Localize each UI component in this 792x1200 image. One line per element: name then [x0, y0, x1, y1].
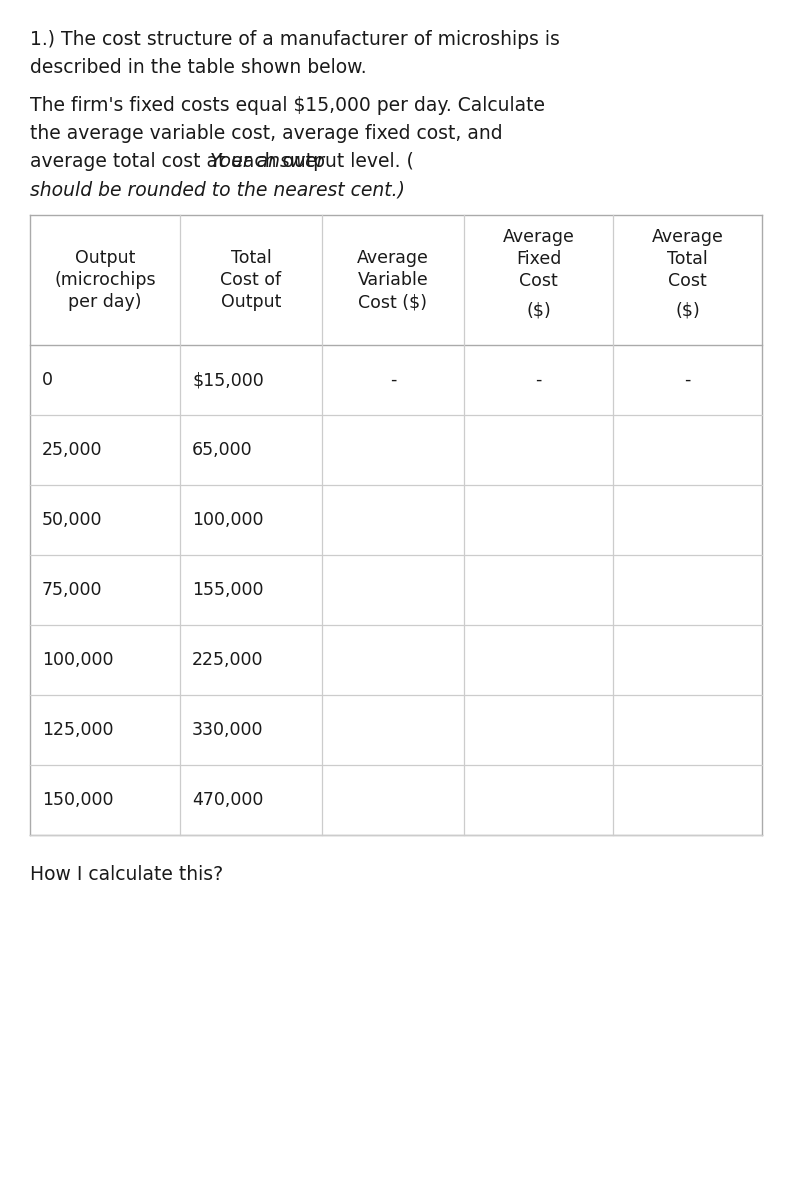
Text: 50,000: 50,000 — [42, 511, 102, 529]
Text: Output: Output — [221, 293, 281, 311]
Text: should be rounded to the nearest cent.): should be rounded to the nearest cent.) — [30, 180, 405, 199]
Text: 100,000: 100,000 — [42, 650, 113, 670]
Text: Total: Total — [230, 248, 272, 266]
Text: Variable: Variable — [358, 271, 428, 289]
Text: Total: Total — [667, 250, 708, 268]
Text: Cost: Cost — [668, 272, 707, 290]
Text: -: - — [684, 371, 691, 389]
Text: per day): per day) — [68, 293, 142, 311]
Text: Your answer: Your answer — [210, 152, 325, 170]
Text: described in the table shown below.: described in the table shown below. — [30, 58, 367, 77]
Text: 100,000: 100,000 — [192, 511, 264, 529]
Text: Output: Output — [74, 248, 135, 266]
Text: 125,000: 125,000 — [42, 721, 113, 739]
Text: 330,000: 330,000 — [192, 721, 264, 739]
Text: -: - — [390, 371, 396, 389]
Text: ($): ($) — [675, 302, 700, 320]
Text: Fixed: Fixed — [516, 250, 562, 268]
Text: -: - — [535, 371, 542, 389]
Text: Average: Average — [652, 228, 723, 246]
Text: The firm's fixed costs equal $15,000 per day. Calculate: The firm's fixed costs equal $15,000 per… — [30, 96, 545, 115]
Text: 0: 0 — [42, 371, 53, 389]
Text: 155,000: 155,000 — [192, 581, 264, 599]
Text: 470,000: 470,000 — [192, 791, 264, 809]
Text: 25,000: 25,000 — [42, 440, 102, 458]
Text: Average: Average — [357, 248, 429, 266]
Text: How I calculate this?: How I calculate this? — [30, 865, 223, 884]
Text: 1.) The cost structure of a manufacturer of microships is: 1.) The cost structure of a manufacturer… — [30, 30, 560, 49]
Text: ($): ($) — [526, 302, 551, 320]
Text: Cost ($): Cost ($) — [359, 293, 428, 311]
Text: $15,000: $15,000 — [192, 371, 264, 389]
Text: 65,000: 65,000 — [192, 440, 253, 458]
Text: Cost: Cost — [519, 272, 558, 290]
Text: 75,000: 75,000 — [42, 581, 102, 599]
Text: the average variable cost, average fixed cost, and: the average variable cost, average fixed… — [30, 124, 503, 143]
Text: 150,000: 150,000 — [42, 791, 113, 809]
Text: (microchips: (microchips — [54, 271, 156, 289]
Text: average total cost at each output level. (: average total cost at each output level.… — [30, 152, 414, 170]
Text: Cost of: Cost of — [220, 271, 282, 289]
Text: 225,000: 225,000 — [192, 650, 264, 670]
Text: Average: Average — [503, 228, 574, 246]
